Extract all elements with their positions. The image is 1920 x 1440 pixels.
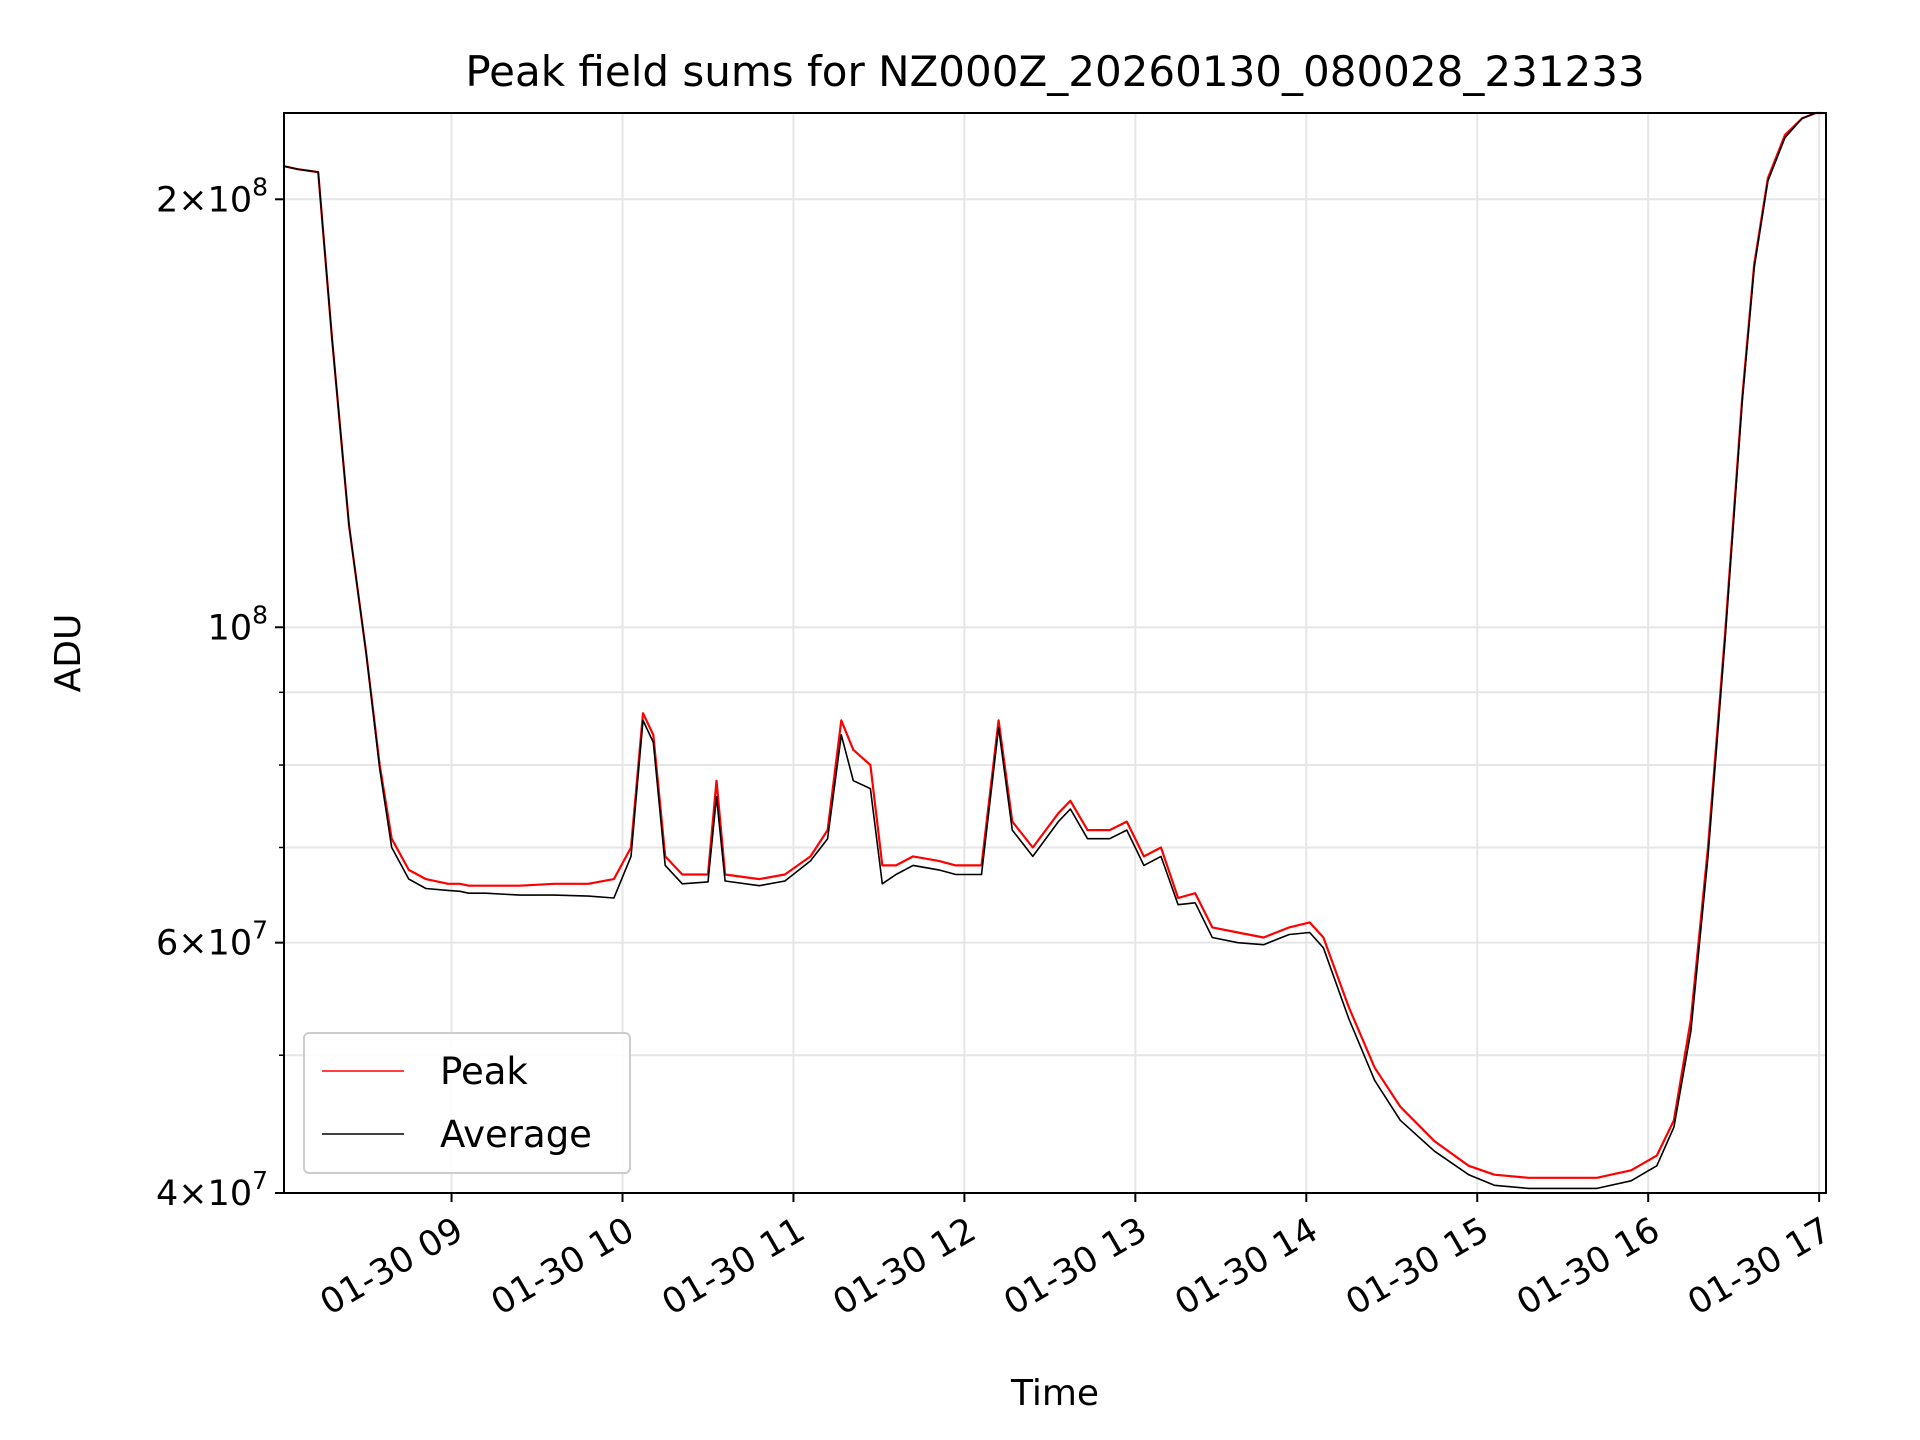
y-tick-label: 4×107 — [156, 1166, 268, 1214]
y-tick-label: 2×108 — [156, 172, 268, 220]
legend: Peak Average — [303, 1032, 631, 1174]
plot-frame — [283, 112, 1827, 1194]
legend-peak-label: Peak — [440, 1050, 528, 1093]
legend-average-label: Average — [440, 1113, 592, 1156]
y-tick-label: 108 — [208, 600, 268, 648]
y-tick-label: 6×107 — [156, 916, 268, 964]
series-group — [283, 111, 1823, 1190]
legend-box — [303, 1032, 631, 1174]
series-peak-line — [283, 111, 1823, 1179]
chart-title: Peak field sums for NZ000Z_20260130_0800… — [465, 47, 1644, 96]
series-average-line — [283, 112, 1823, 1190]
y-axis-label: ADU — [48, 614, 89, 693]
x-axis-label: Time — [1010, 1373, 1099, 1414]
